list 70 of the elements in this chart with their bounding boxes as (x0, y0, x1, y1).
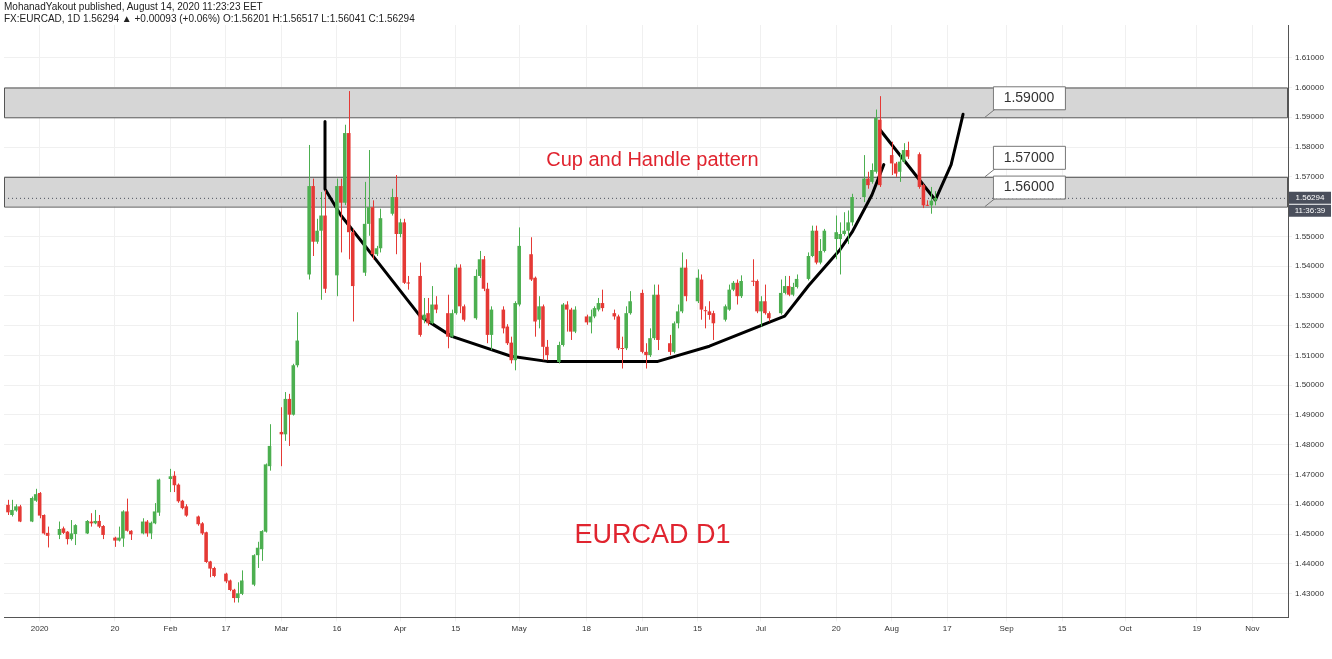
x-tick-label: 15 (451, 624, 461, 634)
y-tick-label: 1.43000 (1295, 588, 1325, 598)
candlestick (862, 154, 866, 203)
y-tick-label: 1.47000 (1295, 469, 1325, 479)
candlestick (69, 519, 74, 542)
candlestick (168, 468, 173, 493)
annotation: 1.56000 (1003, 178, 1055, 195)
x-tick-label: 2020 (30, 624, 50, 634)
annotation: Cup and Handle pattern (546, 148, 759, 171)
x-tick-label: Apr (394, 624, 407, 634)
x-tick-label: May (511, 624, 527, 634)
candlestick (125, 498, 129, 533)
candlestick (319, 191, 323, 301)
candlestick (778, 279, 783, 316)
ref-line-label: 1.56294 (1295, 193, 1326, 203)
x-tick-label: 17 (942, 624, 953, 634)
candlestick (739, 274, 743, 299)
candlestick (446, 294, 450, 349)
y-tick-label: 1.58000 (1295, 142, 1325, 152)
candlestick (430, 285, 434, 325)
candlestick (763, 284, 767, 316)
candlestick (29, 496, 34, 523)
chart-title: MohanadYakout published, August 14, 2020 11:23:23 EET (4, 1, 263, 12)
y-tick-label: 1.44000 (1295, 559, 1325, 569)
y-tick-label: 1.52000 (1295, 320, 1325, 330)
y-tick-label: 1.45000 (1295, 529, 1325, 539)
text: 11:36:39 (1294, 206, 1326, 216)
candlestick (564, 300, 569, 333)
candlestick (422, 297, 426, 324)
candlestick (759, 295, 763, 328)
candlestick (315, 218, 319, 245)
y-tick-label: 1.60000 (1295, 82, 1325, 92)
x-tick-label: Mar (274, 624, 289, 634)
x-tick-label: Nov (1245, 624, 1260, 634)
candlestick (537, 295, 541, 329)
x-tick-label: 20 (831, 624, 842, 634)
x-tick-label: Oct (1119, 624, 1133, 634)
annotation: EURCAD D1 (574, 519, 731, 551)
x-tick-label: Jun (635, 624, 649, 634)
x-tick-label: Jul (755, 624, 767, 634)
y-tick-label: 1.50000 (1295, 380, 1325, 390)
chart-subtitle: FX:EURCAD, 1D 1.56294 ▲ +0.00093 (+0.06%) O:1.56201 H:1.56517 L:1.56041 C:1.56294 (4, 13, 415, 24)
y-tick-label: 1.53000 (1295, 291, 1325, 301)
annotation: 1.59000 (1003, 89, 1055, 106)
y-tick-label: 1.55000 (1295, 231, 1325, 241)
y-tick-label: 1.48000 (1295, 439, 1325, 449)
x-tick-label: Aug (884, 624, 899, 634)
x-tick-label: 18 (582, 624, 592, 634)
y-tick-label: 1.46000 (1295, 499, 1325, 509)
y-tick-label: 1.61000 (1295, 52, 1325, 62)
x-tick-label: 15 (1057, 624, 1068, 634)
candlestick (834, 215, 839, 260)
candlestick (339, 178, 343, 253)
x-tick-label: Sep (999, 624, 1015, 634)
y-tick-label: 1.49000 (1295, 410, 1325, 420)
candlestick (667, 334, 672, 356)
y-tick-label: 1.57000 (1295, 172, 1325, 182)
x-tick-label: Feb (163, 624, 178, 634)
x-tick-label: 15 (693, 624, 703, 634)
candlestick (426, 297, 430, 327)
annotation: 1.57000 (1003, 148, 1055, 165)
y-tick-label: 1.51000 (1295, 350, 1325, 360)
x-tick-label: 17 (221, 624, 231, 634)
y-tick-label: 1.59000 (1295, 112, 1325, 122)
candlestick (838, 221, 842, 275)
x-tick-label: 20 (110, 624, 120, 634)
x-tick-label: 19 (1192, 624, 1202, 634)
x-tick-label: 16 (332, 624, 342, 634)
candlestick (707, 300, 712, 321)
y-tick-label: 1.54000 (1295, 261, 1325, 271)
